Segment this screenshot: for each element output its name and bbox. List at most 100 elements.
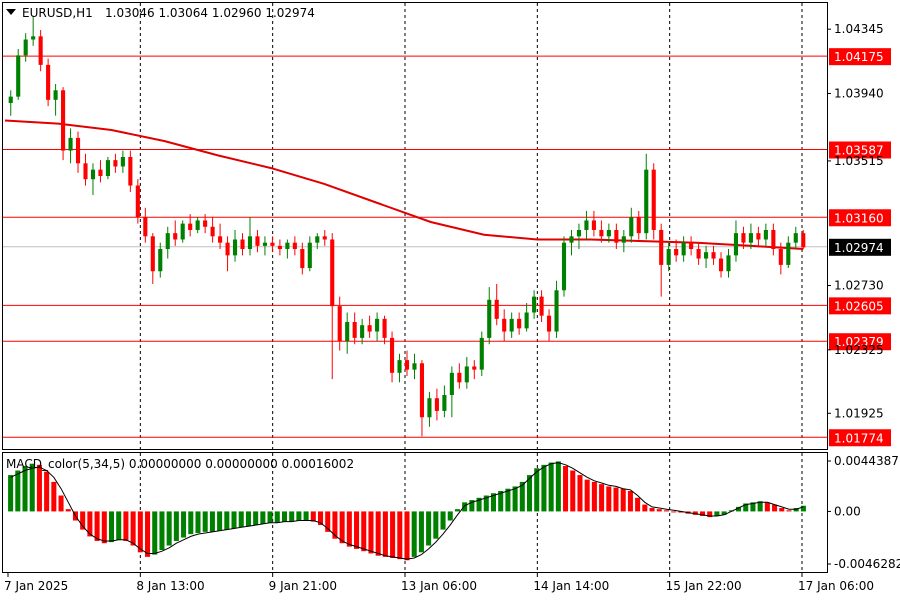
macd-bar	[505, 488, 511, 512]
macd-bar	[173, 511, 179, 541]
candle-body	[494, 299, 499, 319]
y-tick-label: 1.01925	[834, 406, 884, 420]
macd-bar	[382, 511, 388, 557]
macd-bar	[591, 481, 597, 512]
macd-bar	[663, 510, 669, 512]
macd-bar	[8, 475, 14, 512]
candle-body	[689, 242, 694, 250]
candle-body	[464, 366, 469, 383]
candle-body	[188, 223, 193, 230]
candle-body	[68, 137, 73, 151]
candle-body	[8, 96, 13, 103]
candle-body	[763, 229, 768, 240]
candle-body	[75, 137, 81, 164]
macd-bar	[274, 511, 280, 523]
candle-body	[225, 242, 230, 256]
candle-body	[173, 233, 178, 240]
candlestick-series	[8, 15, 806, 437]
macd-histogram	[8, 461, 806, 561]
candle-body	[382, 318, 387, 338]
candle-body	[771, 229, 776, 250]
macd-bar	[332, 511, 338, 539]
macd-bar	[764, 502, 770, 512]
macd-bar	[692, 511, 698, 515]
macd-bar	[699, 511, 706, 516]
macd-bar	[325, 511, 331, 532]
candle-body	[419, 363, 425, 418]
level-tag-label: 1.03160	[834, 211, 884, 225]
macd-bar	[736, 506, 742, 512]
candle-body	[120, 156, 125, 167]
candle-body	[165, 233, 170, 250]
chart-menu-triangle-icon[interactable]	[6, 9, 16, 15]
macd-bar	[260, 511, 266, 524]
candle-body	[150, 236, 155, 272]
macd-bar	[209, 511, 215, 532]
macd-bar	[426, 511, 432, 546]
macd-bar	[620, 488, 626, 512]
macd-bar	[94, 511, 100, 541]
candle-body	[285, 242, 290, 250]
macd-bar	[159, 511, 165, 551]
candle-body	[210, 226, 215, 237]
macd-bar	[757, 501, 763, 512]
candle-body	[105, 160, 110, 177]
candle-body	[517, 318, 522, 329]
candle-body	[449, 372, 454, 396]
candle-body	[218, 236, 223, 243]
macd-bar	[29, 463, 35, 512]
macd-bar	[51, 481, 57, 512]
indicator-label: MACD_color(5,34,5) 0.00000000 0.00000000…	[6, 457, 354, 471]
candle-body	[247, 236, 253, 250]
macd-bar	[202, 511, 208, 532]
candle-body	[651, 169, 656, 230]
main-panel-frame	[2, 2, 828, 450]
macd-bar	[613, 487, 619, 512]
candle-body	[128, 156, 133, 186]
macd-bar	[303, 511, 309, 521]
candle-body	[375, 318, 380, 332]
macd-bar	[577, 475, 583, 512]
level-lines: 1.04175 1.03587 1.03160 1.02605 1.02379 1.017…	[3, 48, 891, 447]
macd-bar	[317, 511, 324, 526]
candle-body	[389, 337, 395, 373]
macd-bar	[743, 503, 749, 512]
candle-body	[659, 229, 664, 265]
macd-bar	[635, 497, 641, 512]
macd-bar	[678, 511, 684, 513]
macd-bar	[245, 511, 251, 527]
candle-body	[113, 160, 118, 167]
candle-body	[778, 249, 783, 265]
candle-body	[277, 245, 282, 250]
candle-body	[756, 233, 761, 240]
candle-body	[487, 299, 492, 338]
macd-bar	[195, 511, 201, 534]
candle-body	[786, 242, 791, 265]
candle-body	[307, 242, 312, 269]
macd-bar	[65, 509, 71, 512]
candle-body	[547, 315, 552, 332]
macd-bar	[404, 511, 410, 561]
level-tag-label: 1.01774	[834, 431, 884, 445]
candle-body	[135, 185, 140, 218]
level-tag-label: 1.03587	[834, 143, 884, 157]
macd-bar	[411, 511, 417, 557]
candle-body	[322, 236, 327, 240]
level-tag	[829, 297, 891, 315]
candle-body	[232, 239, 238, 256]
macd-bar	[570, 470, 576, 512]
candle-body	[397, 360, 402, 373]
candle-body	[741, 233, 746, 243]
candle-body	[591, 220, 596, 230]
macd-bar	[397, 511, 403, 560]
candle-body	[442, 395, 447, 411]
candle-body	[345, 322, 350, 342]
macd-bar	[490, 493, 497, 512]
candle-body	[292, 242, 297, 250]
macd-bar	[462, 502, 468, 512]
candle-body	[606, 229, 611, 237]
macd-bar	[36, 464, 42, 512]
macd-bar	[368, 511, 374, 554]
symbol-label: EURUSD,H1	[22, 6, 93, 20]
